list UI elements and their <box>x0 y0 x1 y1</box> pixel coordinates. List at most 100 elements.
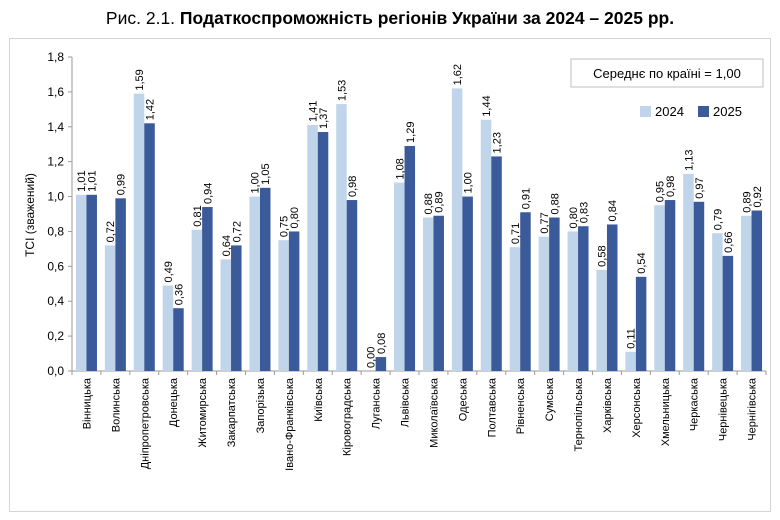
y-tick-label: 1,6 <box>47 85 64 99</box>
data-label-2024: 1,44 <box>481 95 493 116</box>
x-tick-label: Вінницька <box>81 377 93 429</box>
bar-2024 <box>567 231 579 371</box>
bar-2025 <box>462 196 473 371</box>
bar-2025 <box>549 217 560 371</box>
legend-label-2024: 2024 <box>655 104 684 119</box>
data-label-2024: 0,72 <box>105 221 117 242</box>
data-label-2025: 0,83 <box>578 202 590 223</box>
y-tick-label: 1,4 <box>47 120 64 134</box>
data-label-2024: 0,49 <box>163 261 175 282</box>
data-label-2025: 1,37 <box>318 108 330 129</box>
y-tick-label: 0,8 <box>47 224 64 238</box>
bar-2024 <box>191 229 203 371</box>
x-tick-label: Миколаївська <box>428 377 440 448</box>
x-tick-label: Чернігівська <box>747 377 759 441</box>
legend-label-2025: 2025 <box>713 104 742 119</box>
data-label-2025: 0,94 <box>202 183 214 204</box>
x-tick-label: Одеська <box>457 377 469 421</box>
bar-2025 <box>491 156 502 371</box>
bar-2025 <box>346 200 358 371</box>
x-tick-label: Чернівецька <box>718 377 730 441</box>
x-tick-label: Запорізька <box>255 377 267 433</box>
y-axis-label: ТСІ (зважений) <box>23 173 37 257</box>
bar-2024 <box>596 269 607 371</box>
data-labels: 1,011,01 0,72 0,99 1,59 1,42 0,49 0,36 0,810,94… <box>76 64 764 368</box>
bar-2024 <box>249 196 260 371</box>
bar-2024 <box>278 240 289 371</box>
x-tick-label: Волинська <box>110 377 122 432</box>
bars <box>75 88 763 372</box>
data-label-2025: 0,92 <box>752 186 764 207</box>
data-label-2024: 0,77 <box>539 212 551 233</box>
y-tick-label: 1,2 <box>47 155 64 169</box>
legend-swatch-2025 <box>698 106 709 117</box>
data-label-2025: 1,42 <box>145 99 157 120</box>
bar-2025 <box>86 194 97 371</box>
x-tick-label: Черкаська <box>689 377 701 431</box>
y-tick-label: 1,0 <box>47 190 64 204</box>
bar-2025 <box>433 215 444 371</box>
bar-2025 <box>722 255 734 371</box>
bar-2024 <box>307 125 318 372</box>
bar-2024 <box>654 205 665 371</box>
bar-2024 <box>104 245 116 371</box>
data-label-2025: 0,98 <box>347 176 359 197</box>
bar-2025 <box>259 187 271 371</box>
bar-2024 <box>625 351 636 371</box>
bar-2024 <box>741 215 752 371</box>
bar-2024 <box>509 247 521 371</box>
x-tick-label: Харківська <box>602 377 614 433</box>
data-label-2024: 0,58 <box>597 245 609 266</box>
bar-2024 <box>162 285 174 371</box>
bar-2025 <box>693 201 705 371</box>
data-label-2025: 0,97 <box>694 177 706 198</box>
y-tick-label: 0,4 <box>47 294 64 308</box>
chart-frame <box>9 38 771 512</box>
data-label-2024: 0,80 <box>568 207 580 228</box>
x-tick-label: Кіровоградська <box>342 377 354 456</box>
bar-2024 <box>133 93 145 371</box>
data-label-2025: 0,54 <box>636 252 648 273</box>
data-label-2025: 0,72 <box>231 221 243 242</box>
y-tick-label: 0,2 <box>47 329 64 343</box>
data-label-2024: 0,79 <box>712 209 724 230</box>
data-label-2024: 0,88 <box>423 193 435 214</box>
axes: 0,0 0,2 0,4 0,6 0,8 1,0 1,2 1,4 1,6 1,8 <box>47 50 767 378</box>
bar-2025 <box>202 207 213 371</box>
x-tick-label: Донецька <box>168 377 180 427</box>
x-tick-label: Львівська <box>400 377 412 427</box>
bar-2025 <box>404 145 416 371</box>
data-label-2025: 0,36 <box>173 284 185 305</box>
data-label-2024: 1,00 <box>250 172 262 193</box>
bar-2025 <box>144 123 155 372</box>
bar-2024 <box>422 217 434 371</box>
data-label-2024: 0,81 <box>192 205 204 226</box>
x-tick-label: Івано-Франківська <box>284 377 296 471</box>
bar-2025 <box>115 198 126 371</box>
x-tick-labels: Вінницька Волинська Дніпропетровська Донець… <box>81 377 758 471</box>
data-label-2024: 0,64 <box>221 235 233 256</box>
bar-2024 <box>480 119 492 371</box>
bar-2024 <box>394 182 405 371</box>
data-label-2024: 0,71 <box>510 223 522 244</box>
x-tick-label: Луганська <box>371 377 383 429</box>
data-label-2025: 1,00 <box>463 172 475 193</box>
bar-2025 <box>375 357 387 371</box>
data-label-2025: 0,99 <box>116 174 128 195</box>
data-label-2025: 0,84 <box>607 200 619 221</box>
legend: 2024 2025 <box>640 104 742 119</box>
data-label-2025: 1,29 <box>405 122 417 143</box>
data-label-2025: 0,66 <box>723 231 735 252</box>
bar-2025 <box>578 226 589 371</box>
data-label-2025: 1,01 <box>87 170 99 191</box>
bar-2025 <box>664 200 676 371</box>
bar-2025 <box>606 224 618 371</box>
data-label-2025: 0,89 <box>434 191 446 212</box>
x-tick-label: Сумська <box>544 377 556 421</box>
legend-swatch-2024 <box>640 106 651 117</box>
data-label-2024: 0,11 <box>626 328 638 349</box>
data-label-2025: 0,98 <box>665 176 677 197</box>
data-label-2025: 0,08 <box>376 333 388 354</box>
x-tick-label: Тернопільська <box>573 377 585 451</box>
